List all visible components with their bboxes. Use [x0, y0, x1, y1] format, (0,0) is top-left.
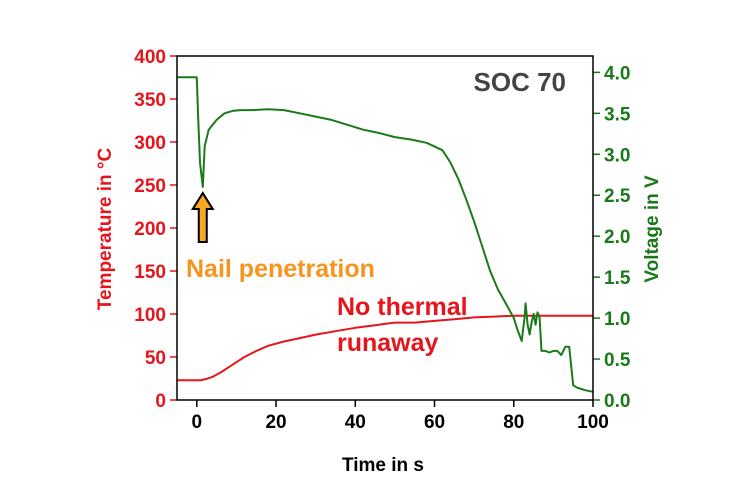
y-left-tick-label: 350: [134, 90, 166, 111]
x-tick-label: 40: [345, 412, 366, 433]
y-right-tick-label: 1.0: [604, 309, 630, 330]
tick-layer: 0 20 40 60 80 100 0 50 100 150 200 250 300 350 400 0.0 0…: [134, 47, 631, 433]
no-thermal-runaway-label-line2: runaway: [337, 329, 439, 357]
plot-frame: [176, 55, 594, 401]
voltage-series-line: [177, 76, 594, 393]
y-right-tick-label: 3.0: [604, 145, 630, 166]
nail-arrow: [190, 191, 215, 243]
x-tick-label: 0: [192, 412, 203, 433]
x-tick-label: 100: [577, 412, 609, 433]
y-right-tick-label: 0.5: [604, 350, 631, 371]
y-left-tick-label: 150: [134, 262, 166, 283]
y-left-tick-label: 100: [134, 305, 166, 326]
nail-arrow-shape: [190, 191, 215, 243]
nail-penetration-label: Nail penetration: [186, 255, 375, 283]
y-axis-left-label: Temperature in °C: [95, 148, 116, 311]
temperature-series-line: [177, 314, 593, 382]
y-left-tick-label: 250: [134, 176, 166, 197]
y-left-tick-label: 50: [145, 348, 166, 369]
x-tick-label: 80: [503, 412, 524, 433]
x-tick-label: 60: [424, 412, 445, 433]
y-right-tick-label: 1.5: [604, 268, 631, 289]
y-axis-right-label: Voltage in V: [642, 175, 663, 283]
y-right-tick-label: 2.5: [604, 186, 631, 207]
no-thermal-runaway-label-line1: No thermal: [337, 293, 468, 321]
y-left-tick-label: 200: [134, 219, 166, 240]
y-right-tick-label: 2.0: [604, 227, 630, 248]
x-axis-label: Time in s: [342, 455, 424, 476]
y-left-tick-label: 0: [155, 391, 166, 412]
y-left-tick-label: 300: [134, 133, 166, 154]
x-tick-label: 20: [265, 412, 286, 433]
y-right-tick-label: 3.5: [604, 104, 631, 125]
y-right-tick-label: 0.0: [604, 391, 630, 412]
y-right-tick-label: 4.0: [604, 63, 630, 84]
series-layer: [177, 76, 594, 393]
soc-label: SOC 70: [474, 67, 567, 97]
y-left-tick-label: 400: [134, 47, 166, 68]
